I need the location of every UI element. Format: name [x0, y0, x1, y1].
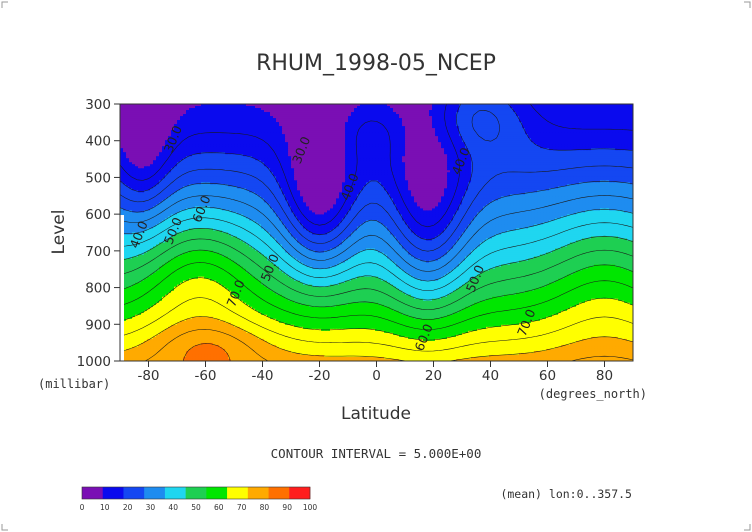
- corner-mark: [2, 524, 8, 530]
- corner-mark: [744, 524, 750, 530]
- chart-title: RHUM_1998-05_NCEP: [256, 51, 496, 76]
- corner-mark: [744, 2, 750, 8]
- contour-bands: [120, 104, 634, 362]
- corner-mark: [2, 2, 8, 8]
